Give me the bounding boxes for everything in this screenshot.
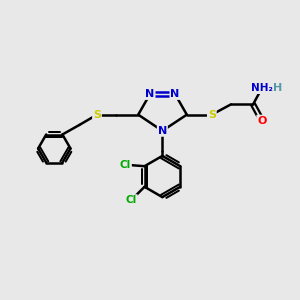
Text: N: N <box>158 126 167 136</box>
Text: S: S <box>208 110 216 120</box>
Text: S: S <box>93 110 101 120</box>
Text: NH₂: NH₂ <box>251 83 273 93</box>
Text: Cl: Cl <box>126 195 137 205</box>
Text: Cl: Cl <box>120 160 131 170</box>
Text: N: N <box>146 89 154 99</box>
Text: N: N <box>170 89 180 99</box>
Text: O: O <box>257 116 267 126</box>
Text: H: H <box>274 83 283 93</box>
